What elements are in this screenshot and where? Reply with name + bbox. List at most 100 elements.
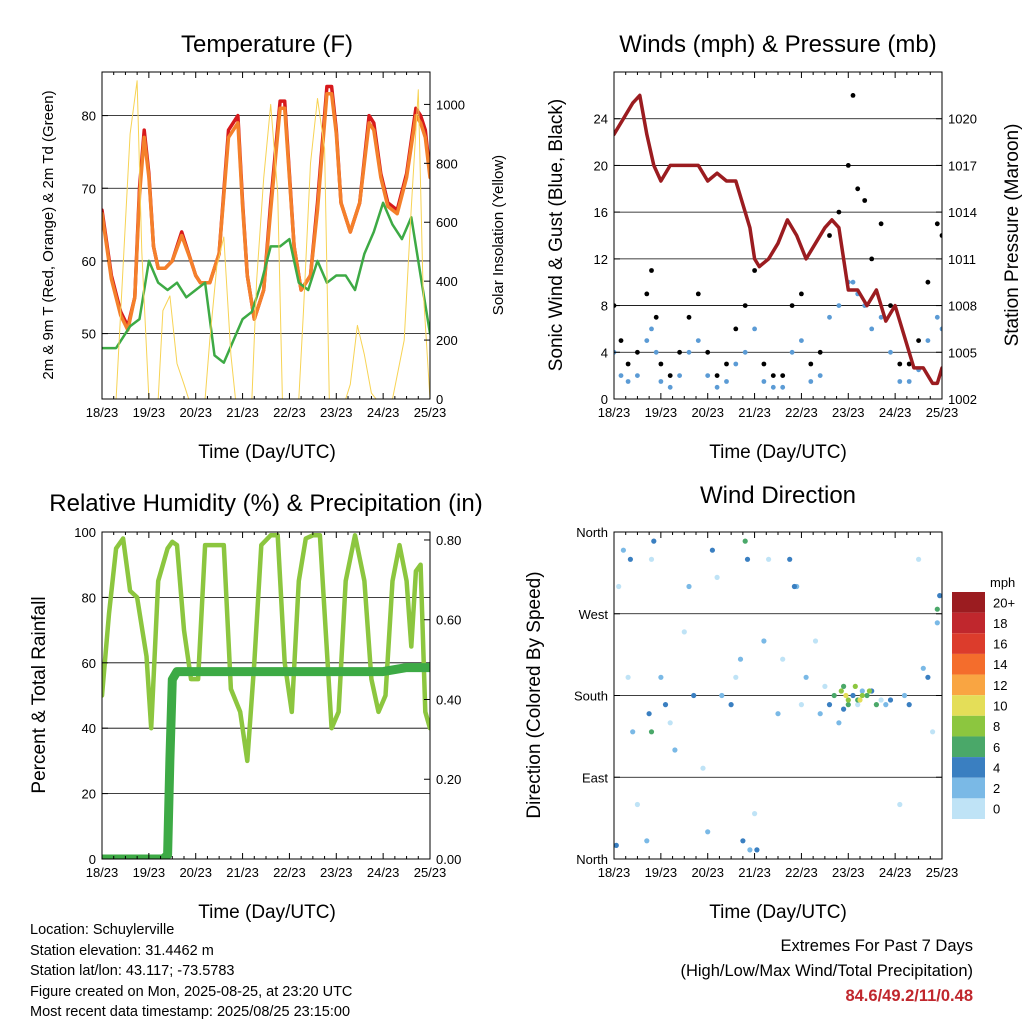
data-point	[662, 702, 669, 708]
x-tick-label: 24/23	[367, 405, 400, 420]
x-tick-label: 24/23	[367, 865, 400, 880]
chart-title: Relative Humidity (%) & Precipitation (i…	[49, 490, 482, 517]
data-point	[878, 697, 884, 703]
data-point	[677, 349, 682, 355]
data-point	[845, 163, 851, 168]
data-point	[855, 186, 861, 192]
data-point	[627, 556, 634, 562]
x-tick-label: 19/23	[133, 405, 166, 420]
y-tick-label: 0	[89, 852, 96, 867]
y-tick-label: 70	[82, 181, 96, 196]
y-axis-label: Percent & Total Rainfall	[29, 596, 50, 793]
x-tick-label: 18/23	[598, 405, 631, 420]
data-point	[634, 801, 641, 808]
data-point	[635, 349, 640, 355]
y-tick-label: 8	[601, 299, 608, 314]
x-tick-label: 25/23	[414, 865, 447, 880]
x-tick-label: 22/23	[273, 865, 306, 880]
data-point	[691, 692, 697, 699]
y-tick-label: 40	[82, 721, 96, 736]
series-line	[102, 92, 430, 332]
x-tick-label: 18/23	[86, 865, 119, 880]
data-point	[925, 338, 931, 343]
data-point	[939, 326, 942, 332]
chart-title: Winds (mph) & Pressure (mb)	[619, 31, 936, 58]
series-line	[614, 93, 942, 386]
y-tick-label: 20	[82, 787, 96, 802]
data-point	[625, 379, 631, 384]
data-point	[799, 291, 804, 297]
x-tick-label: 24/23	[879, 405, 912, 420]
data-point	[705, 829, 711, 835]
data-point	[934, 221, 940, 227]
data-point	[841, 683, 847, 690]
series-line	[102, 663, 430, 859]
x-tick-label: 22/23	[785, 405, 818, 420]
data-point	[742, 349, 748, 355]
x-tick-label: 21/23	[738, 405, 771, 420]
x-axis-label: Time (Day/UTC)	[709, 442, 847, 463]
y2-tick-label: 1020	[948, 112, 977, 127]
chart-title: Wind Direction	[700, 482, 856, 509]
data-point	[906, 702, 912, 708]
data-point	[625, 361, 631, 367]
data-point	[850, 279, 856, 285]
data-point	[838, 688, 844, 694]
x-tick-label: 18/23	[86, 405, 119, 420]
data-point	[780, 656, 786, 662]
data-point	[817, 711, 823, 717]
data-point	[939, 233, 942, 238]
colorbar-label: 14	[993, 657, 1007, 672]
data-point	[888, 303, 893, 308]
temperature-panel: Temperature (F) 18/23 19/23 20/23 21/23 22/2…	[40, 31, 507, 463]
colorbar-swatch	[952, 592, 985, 613]
x-tick-label: 23/23	[832, 865, 865, 880]
data-point	[761, 379, 767, 384]
data-point	[714, 373, 720, 378]
y2-tick-label: 0.40	[436, 692, 461, 707]
data-point	[618, 373, 624, 378]
data-point	[930, 729, 936, 735]
colorbar-swatch	[952, 612, 985, 634]
data-point	[653, 314, 659, 320]
x-tick-label: 20/23	[691, 405, 724, 420]
extremes-title: Extremes For Past 7 Days	[780, 937, 973, 955]
data-point	[728, 702, 734, 708]
series-line	[102, 533, 430, 764]
x-tick-label: 20/23	[179, 865, 212, 880]
data-point	[635, 373, 640, 378]
colorbar-swatch	[952, 715, 985, 737]
y2-tick-label: 0	[436, 392, 443, 407]
x-axis-label: Time (Day/UTC)	[198, 902, 336, 923]
x-tick-label: 23/23	[320, 405, 353, 420]
colorbar-swatch	[952, 736, 985, 758]
data-point	[787, 556, 793, 562]
data-point	[897, 361, 903, 367]
data-point	[649, 326, 654, 332]
data-point	[724, 379, 729, 384]
colorbar-swatch	[952, 777, 985, 799]
data-point	[667, 720, 673, 726]
data-point	[878, 221, 884, 227]
data-point	[644, 291, 650, 297]
data-point	[742, 303, 748, 308]
data-point	[812, 638, 819, 644]
extremes-subtitle: (High/Low/Max Wind/Total Precipitation)	[680, 962, 973, 980]
data-point	[747, 847, 753, 853]
data-point	[780, 384, 786, 390]
data-point	[644, 838, 650, 844]
data-point	[866, 688, 873, 694]
colorbar-label: 2	[993, 781, 1000, 796]
colorbar-swatch	[952, 633, 985, 654]
data-point	[714, 384, 720, 390]
station-elevation: Station elevation: 31.4462 m	[30, 942, 214, 959]
colorbar-label: 10	[993, 699, 1007, 714]
data-point	[836, 209, 842, 215]
data-point	[855, 702, 861, 708]
y-tick-label: 100	[74, 525, 96, 540]
y-tick-label: 50	[82, 327, 96, 342]
data-point	[878, 314, 884, 320]
data-point	[733, 674, 739, 680]
y-tick-label: 16	[594, 205, 608, 220]
data-point	[859, 688, 865, 694]
